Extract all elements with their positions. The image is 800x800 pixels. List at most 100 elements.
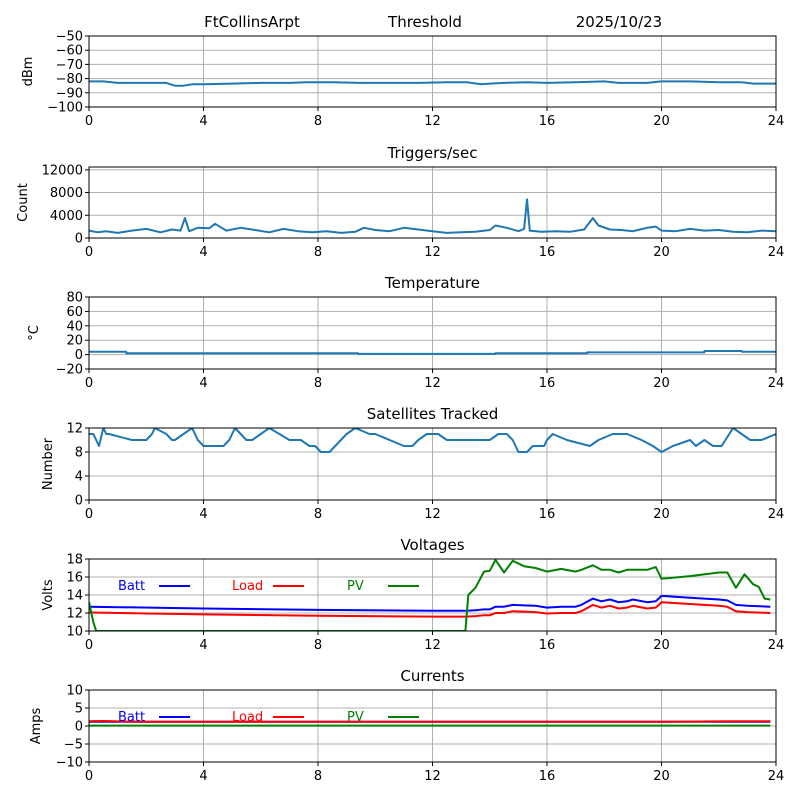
series-line-load [89, 601, 771, 618]
y-tick-label: −80 [56, 72, 83, 87]
legend-label-batt: Batt [118, 579, 145, 594]
x-tick-label: 0 [85, 769, 93, 784]
x-tick-label: 0 [85, 376, 93, 391]
x-tick-label: 20 [653, 376, 670, 391]
panel-satellites-tracked: 0 4 8 12 16 20 24 0 4 8 12 Satellites Tracked Number [41, 405, 784, 522]
x-tick-label: 0 [85, 507, 93, 522]
y-tick-label: 10 [66, 625, 83, 640]
x-tick-label: 20 [653, 245, 670, 260]
y-tick-label: 18 [66, 553, 83, 568]
x-tick-label: 16 [539, 114, 556, 129]
y-tick-label: −50 [56, 30, 83, 45]
y-tick-label: −70 [56, 58, 83, 73]
legend-label-pv: PV [347, 710, 364, 725]
series-line-pv [89, 559, 771, 631]
x-tick-label: 24 [768, 114, 785, 129]
panel-title: Satellites Tracked [367, 405, 498, 423]
x-tick-label: 4 [199, 114, 207, 129]
x-tick-label: 16 [539, 245, 556, 260]
x-tick-label: 4 [199, 507, 207, 522]
x-tick-label: 4 [199, 245, 207, 260]
y-tick-label: 4000 [50, 209, 83, 224]
x-tick-label: 12 [424, 376, 441, 391]
legend-label-batt: Batt [118, 710, 145, 725]
legend-label-pv: PV [347, 579, 364, 594]
y-tick-label: 16 [66, 571, 83, 586]
header-date: 2025/10/23 [576, 13, 662, 31]
y-tick-label: 12 [66, 422, 83, 437]
y-tick-label: 5 [75, 702, 83, 717]
panel-title: Voltages [400, 536, 464, 554]
x-tick-label: 20 [653, 769, 670, 784]
x-tick-label: 0 [85, 638, 93, 653]
legend: Batt Load PV [118, 710, 419, 725]
x-tick-label: 12 [424, 638, 441, 653]
y-tick-label: 80 [66, 291, 83, 306]
y-axis-label: Amps [29, 707, 44, 744]
y-tick-label: −20 [56, 363, 83, 378]
x-tick-label: 12 [424, 769, 441, 784]
y-axis-label: Count [16, 183, 31, 222]
y-tick-label: 8 [75, 446, 83, 461]
y-axis-label: dBm [21, 57, 36, 87]
y-tick-label: −10 [56, 756, 83, 771]
x-tick-label: 24 [768, 769, 785, 784]
panel-triggers-sec: 0 4 8 12 16 20 24 0 4000 8000 12000 Triggers/sec Cou… [16, 144, 784, 260]
x-tick-label: 16 [539, 638, 556, 653]
y-tick-label: −60 [56, 44, 83, 59]
y-tick-label: −100 [47, 101, 83, 116]
x-tick-label: 20 [653, 507, 670, 522]
series-line-load [89, 720, 771, 723]
x-tick-label: 24 [768, 638, 785, 653]
x-tick-label: 8 [314, 769, 322, 784]
x-tick-label: 12 [424, 507, 441, 522]
legend: Batt Load PV [118, 579, 419, 594]
y-tick-label: 0 [75, 232, 83, 247]
x-tick-label: 8 [314, 114, 322, 129]
x-tick-label: 8 [314, 376, 322, 391]
header-mode: Threshold [387, 13, 462, 31]
y-tick-label: 40 [66, 319, 83, 334]
x-tick-label: 8 [314, 638, 322, 653]
panel-dbm: 0 4 8 12 16 20 24 −50−60−70−80−90−100 dBm [21, 30, 784, 130]
x-tick-label: 4 [199, 638, 207, 653]
x-tick-label: 24 [768, 245, 785, 260]
x-tick-label: 8 [314, 507, 322, 522]
panel-title: Triggers/sec [387, 144, 478, 162]
header-station: FtCollinsArpt [204, 13, 300, 31]
x-tick-label: 4 [199, 769, 207, 784]
panel-currents: 0 4 8 12 16 20 24 −10 −5 0 5 10 Currents Amps Batt Load… [29, 667, 784, 784]
legend-label-load: Load [232, 710, 263, 725]
x-tick-label: 16 [539, 376, 556, 391]
x-tick-label: 20 [653, 638, 670, 653]
panel-title: Currents [400, 667, 464, 685]
x-tick-label: 24 [768, 507, 785, 522]
x-tick-label: 0 [85, 114, 93, 129]
y-axis-label: Volts [41, 579, 56, 611]
y-tick-label: 4 [75, 470, 83, 485]
y-tick-label: −5 [64, 738, 83, 753]
series-line-signal [89, 80, 776, 87]
x-tick-label: 4 [199, 376, 207, 391]
series-line-satellites [89, 428, 776, 453]
x-tick-label: 12 [424, 245, 441, 260]
series-line-temperature [89, 350, 776, 355]
y-tick-label: 8000 [50, 186, 83, 201]
series-line-triggers [89, 198, 776, 234]
y-axis-label: Number [41, 437, 56, 490]
y-tick-label: 12 [66, 607, 83, 622]
y-axis-label: °C [27, 325, 42, 341]
x-tick-label: 12 [424, 114, 441, 129]
x-tick-label: 20 [653, 114, 670, 129]
y-tick-label: 0 [75, 348, 83, 363]
panel-voltages: 0 4 8 12 16 20 24 10 12 14 16 18 Voltages Volts Batt Lo… [41, 536, 784, 653]
y-tick-label: 14 [66, 589, 83, 604]
panel-title: Temperature [384, 274, 480, 292]
x-tick-label: 0 [85, 245, 93, 260]
x-tick-label: 8 [314, 245, 322, 260]
y-tick-label: 0 [75, 720, 83, 735]
